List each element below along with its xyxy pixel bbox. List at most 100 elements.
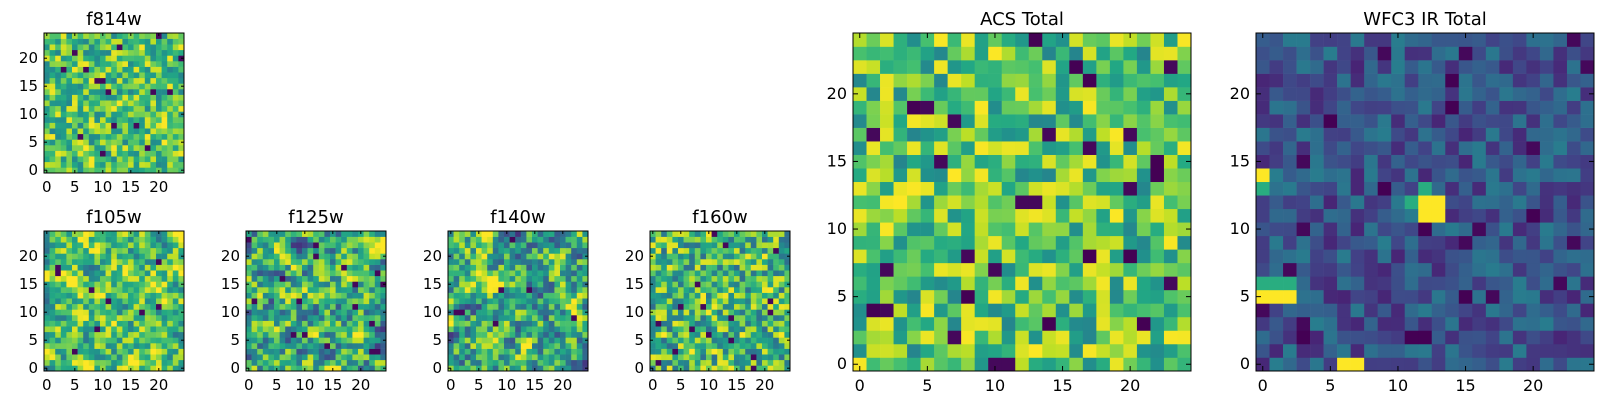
heatmap-cell bbox=[1377, 316, 1392, 331]
heatmap-cell bbox=[172, 354, 179, 361]
heatmap-cell bbox=[767, 259, 774, 265]
heatmap-cell bbox=[262, 281, 269, 288]
heatmap-cell bbox=[66, 365, 73, 372]
heatmap-cell bbox=[1350, 73, 1365, 88]
heatmap-cell bbox=[94, 326, 101, 333]
heatmap-cell bbox=[520, 331, 527, 338]
heatmap-cell bbox=[464, 343, 471, 349]
heatmap-cell bbox=[139, 309, 146, 316]
heatmap-cell bbox=[459, 331, 466, 338]
heatmap-cell bbox=[988, 154, 1003, 169]
heatmap-cell bbox=[1431, 276, 1446, 291]
heatmap-cell bbox=[866, 46, 881, 61]
heatmap-cell bbox=[77, 61, 84, 67]
heatmap-cell bbox=[1350, 181, 1365, 196]
heatmap-cell bbox=[520, 281, 527, 288]
heatmap-cell bbox=[1404, 235, 1419, 250]
heatmap-cell bbox=[866, 181, 881, 196]
heatmap-cell bbox=[346, 264, 353, 271]
heatmap-cell bbox=[100, 122, 106, 129]
heatmap-cell bbox=[582, 326, 589, 333]
heatmap-cell bbox=[756, 315, 763, 321]
heatmap-cell bbox=[492, 281, 499, 288]
heatmap-cell bbox=[554, 298, 561, 305]
heatmap-cell bbox=[745, 231, 752, 237]
heatmap-cell bbox=[543, 247, 550, 254]
heatmap-cell bbox=[161, 150, 168, 157]
heatmap-cell bbox=[532, 281, 538, 288]
heatmap-cell bbox=[105, 326, 112, 333]
heatmap-cell bbox=[1269, 289, 1284, 304]
heatmap-cell bbox=[448, 236, 454, 243]
heatmap-cell bbox=[650, 354, 656, 361]
heatmap-cell bbox=[374, 287, 381, 293]
heatmap-cell bbox=[1431, 33, 1446, 47]
heatmap-cell bbox=[543, 309, 550, 316]
heatmap-cell bbox=[156, 343, 162, 349]
heatmap-cell bbox=[1485, 46, 1500, 61]
heatmap-cell bbox=[83, 287, 90, 293]
heatmap-cell bbox=[1283, 181, 1297, 196]
heatmap-cell bbox=[1526, 33, 1541, 47]
heatmap-cell bbox=[167, 259, 174, 265]
heatmap-cell bbox=[94, 139, 101, 146]
heatmap-cell bbox=[116, 150, 123, 157]
x-tick-label: 0 bbox=[42, 376, 52, 394]
heatmap-cell bbox=[268, 309, 275, 316]
heatmap-cell bbox=[285, 253, 292, 260]
heatmap-cell bbox=[330, 298, 336, 305]
heatmap-cell bbox=[988, 168, 1003, 183]
heatmap-cell bbox=[582, 303, 589, 310]
heatmap-cell bbox=[88, 128, 95, 135]
heatmap-cell bbox=[655, 320, 662, 327]
heatmap-cell bbox=[934, 33, 948, 47]
heatmap-cell bbox=[1256, 154, 1270, 169]
heatmap-cell bbox=[1269, 46, 1284, 61]
heatmap-cell bbox=[672, 359, 679, 366]
heatmap-cell bbox=[128, 309, 134, 316]
heatmap-cell bbox=[116, 348, 123, 355]
heatmap-cell bbox=[504, 348, 510, 355]
heatmap-cell bbox=[178, 94, 185, 101]
heatmap-cell bbox=[380, 231, 387, 237]
heatmap-cell bbox=[290, 287, 297, 293]
heatmap-cell bbox=[678, 253, 684, 260]
heatmap-cell bbox=[1323, 343, 1338, 358]
heatmap-cell bbox=[1055, 46, 1070, 61]
heatmap-cell bbox=[172, 309, 179, 316]
heatmap-cell bbox=[1526, 46, 1541, 61]
heatmap-cell bbox=[1418, 87, 1433, 101]
heatmap-cell bbox=[1553, 87, 1568, 101]
heatmap-cell bbox=[853, 127, 867, 142]
heatmap-cell bbox=[1391, 46, 1406, 61]
heatmap-cell bbox=[1553, 222, 1568, 237]
heatmap-cell bbox=[448, 354, 454, 361]
heatmap-cell bbox=[111, 161, 118, 168]
heatmap-cell bbox=[739, 264, 746, 271]
heatmap-cell bbox=[172, 94, 179, 101]
heatmap-cell bbox=[750, 236, 757, 243]
heatmap-cell bbox=[262, 287, 269, 293]
heatmap-cell bbox=[274, 343, 280, 349]
heatmap-cell bbox=[1526, 235, 1541, 250]
heatmap-cell bbox=[694, 359, 701, 366]
heatmap-cell bbox=[1458, 343, 1473, 358]
heatmap-cell bbox=[144, 253, 151, 260]
heatmap-cell bbox=[532, 270, 538, 277]
heatmap-cell bbox=[161, 354, 168, 361]
heatmap-cell bbox=[1472, 235, 1487, 250]
heatmap-cell bbox=[866, 330, 881, 345]
heatmap-cell bbox=[105, 365, 112, 372]
heatmap-cell bbox=[341, 320, 348, 327]
heatmap-cell bbox=[1364, 208, 1378, 223]
heatmap-cell bbox=[139, 55, 146, 62]
heatmap-cell bbox=[571, 236, 578, 243]
heatmap-cell bbox=[1163, 181, 1178, 196]
heatmap-cell bbox=[1512, 316, 1527, 331]
heatmap-cell bbox=[1028, 127, 1043, 142]
heatmap-cell bbox=[94, 247, 101, 254]
heatmap-cell bbox=[1566, 289, 1581, 304]
heatmap-cell bbox=[369, 337, 376, 344]
heatmap-cell bbox=[150, 145, 157, 151]
heatmap-cell bbox=[128, 337, 134, 344]
